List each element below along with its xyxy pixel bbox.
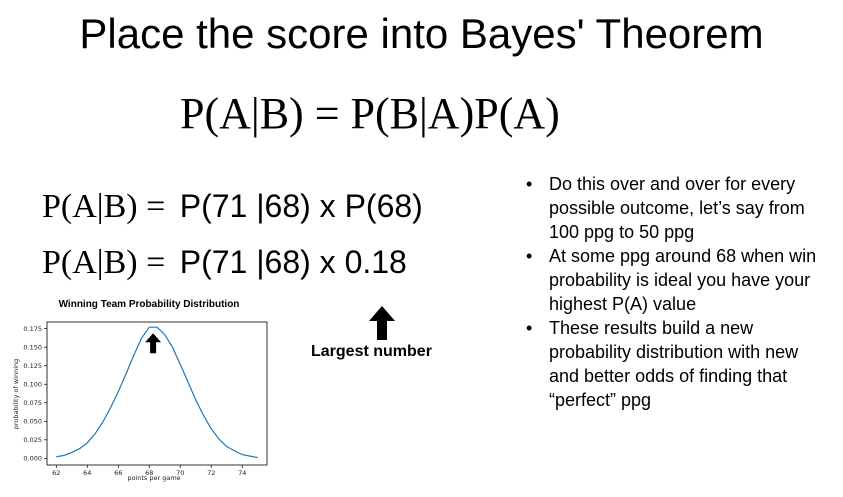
x-tick-label: 70 [176, 469, 184, 477]
x-axis: 62 64 66 68 70 72 74 [52, 465, 246, 477]
bullet-item: • Do this over and over for every possibl… [522, 172, 822, 244]
equation-right: P(71 |68) x P(68) [179, 188, 423, 224]
y-tick-label: 0.125 [23, 362, 42, 370]
y-tick-label: 0.050 [23, 418, 42, 426]
x-tick-label: 74 [238, 469, 246, 477]
equation-row-2: P(A|B) = P(71 |68) x 0.18 [42, 244, 407, 282]
slide-title: Place the score into Bayes' Theorem [79, 10, 764, 57]
x-tick-label: 72 [207, 469, 215, 477]
bayes-theorem-formula: P(A|B) = P(B|A)P(A) [180, 89, 560, 138]
distribution-line [56, 326, 258, 459]
chart-frame [46, 321, 268, 466]
up-arrow-icon [369, 306, 395, 340]
bullet-text: Do this over and over for every possible… [549, 174, 805, 242]
chart-title: Winning Team Probability Distribution [58, 299, 240, 310]
bullet-item: • At some ppg around 68 when win probabil… [522, 244, 822, 316]
y-tick-label: 0.025 [23, 436, 42, 444]
y-tick-label: 0.100 [23, 381, 42, 389]
probability-chart: 0.000 0.025 0.050 0.075 0.100 0.125 0.150 0.175… [12, 321, 268, 482]
equation-left: P(A|B) = [42, 188, 166, 225]
y-tick-label: 0.000 [23, 455, 42, 463]
bullet-item: • These results build a new probability d… [522, 316, 822, 412]
y-tick-label: 0.075 [23, 399, 42, 407]
equation-right: P(71 |68) x 0.18 [179, 244, 407, 280]
bullet-dot-icon: • [526, 174, 533, 194]
largest-number-label: Largest number [311, 343, 432, 360]
y-axis: 0.000 0.025 0.050 0.075 0.100 0.125 0.150 0.175 [23, 325, 47, 463]
y-tick-label: 0.150 [23, 343, 42, 351]
bullet-list: • Do this over and over for every possibl… [522, 172, 822, 412]
bullet-dot-icon: • [526, 246, 533, 266]
bullet-text: These results build a new probability di… [549, 318, 799, 410]
equation-row-1: P(A|B) = P(71 |68) x P(68) [42, 188, 423, 226]
up-arrow-icon [145, 333, 162, 354]
x-tick-label: 62 [52, 469, 60, 477]
equation-left: P(A|B) = [42, 244, 166, 281]
x-tick-label: 64 [83, 469, 91, 477]
y-axis-label: probability of winning [12, 359, 20, 430]
bullet-text: At some ppg around 68 when win probabili… [549, 246, 817, 314]
y-tick-label: 0.175 [23, 325, 42, 333]
x-tick-label: 66 [114, 469, 122, 477]
bullet-dot-icon: • [526, 318, 533, 338]
x-axis-label: points per game [127, 474, 180, 482]
x-tick-label: 68 [145, 469, 153, 477]
